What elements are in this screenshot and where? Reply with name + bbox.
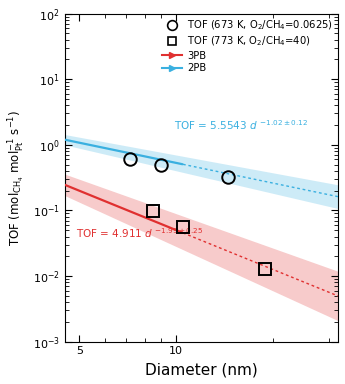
- Legend: TOF (673 K, O$_2$/CH$_4$=0.0625), TOF (773 K, O$_2$/CH$_4$=40), 3PB, 2PB: TOF (673 K, O$_2$/CH$_4$=0.0625), TOF (7…: [160, 17, 335, 75]
- Text: TOF = 4.911 $d$ $^{-1.99\pm0.25}$: TOF = 4.911 $d$ $^{-1.99\pm0.25}$: [76, 227, 203, 240]
- X-axis label: Diameter (nm): Diameter (nm): [145, 362, 258, 377]
- Text: TOF = 5.5543 $d$ $^{-1.02\pm0.12}$: TOF = 5.5543 $d$ $^{-1.02\pm0.12}$: [174, 118, 308, 132]
- Y-axis label: TOF (mol$_{\rm CH_4}$ mol$_{\rm Pt}^{-1}$ s$^{-1}$): TOF (mol$_{\rm CH_4}$ mol$_{\rm Pt}^{-1}…: [7, 109, 27, 246]
